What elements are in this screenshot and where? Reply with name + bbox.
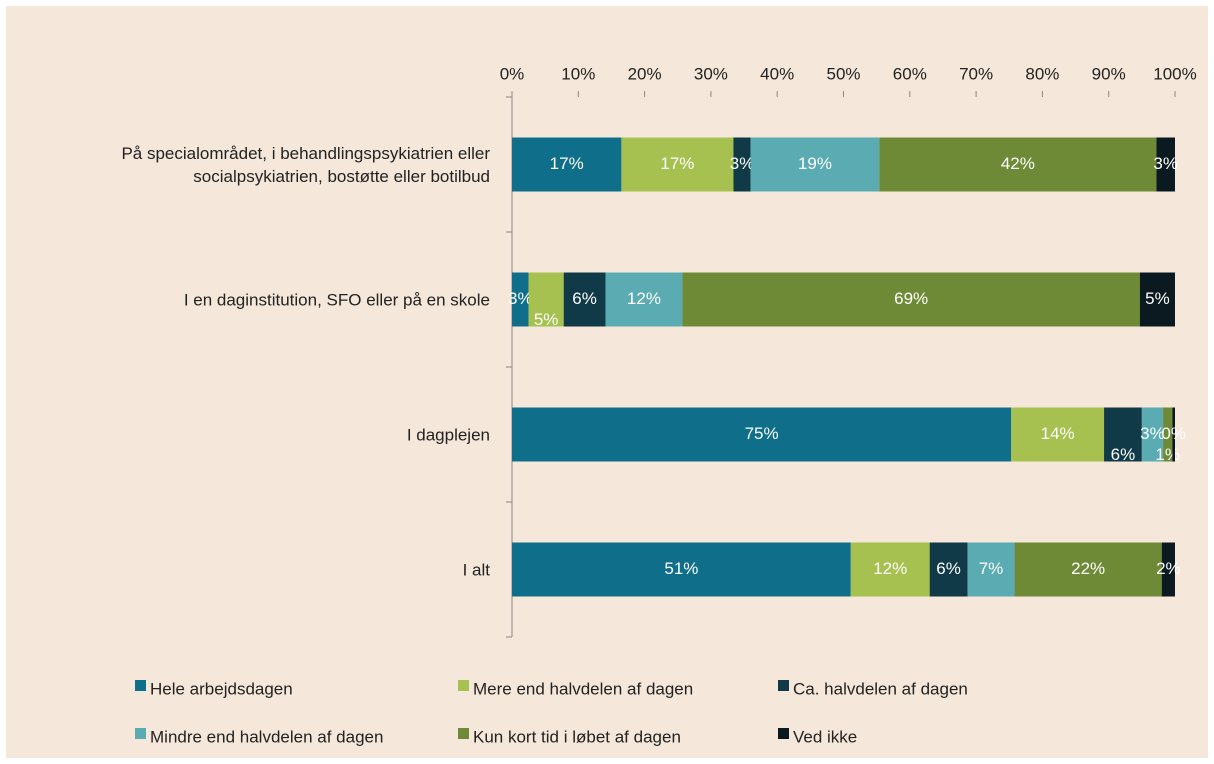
data-label: 3% bbox=[1153, 154, 1178, 173]
bar-segment bbox=[1139, 272, 1175, 327]
x-tick-label: 30% bbox=[694, 64, 728, 83]
legend-swatch bbox=[135, 728, 146, 739]
legend-label: Ca. halvdelen af dagen bbox=[793, 679, 968, 698]
bar-segment bbox=[528, 272, 564, 327]
category-label: På specialområdet, i behandlingspsykiatr… bbox=[121, 143, 490, 186]
data-label: 3% bbox=[508, 289, 533, 308]
bar-segment bbox=[512, 407, 1012, 462]
legend-label: Hele arbejdsdagen bbox=[150, 679, 293, 698]
data-label: 0% bbox=[1161, 424, 1186, 443]
x-tick-label: 10% bbox=[561, 64, 595, 83]
data-label: 6% bbox=[572, 289, 597, 308]
bar-segment bbox=[512, 137, 622, 192]
bar-segment bbox=[1014, 542, 1162, 597]
data-label: 12% bbox=[873, 559, 907, 578]
data-label: 69% bbox=[894, 289, 928, 308]
legend-swatch bbox=[458, 680, 469, 691]
x-tick-label: 70% bbox=[959, 64, 993, 83]
background bbox=[6, 6, 1208, 758]
x-tick-label: 100% bbox=[1153, 64, 1196, 83]
bar-segment bbox=[605, 272, 683, 327]
x-tick-label: 20% bbox=[628, 64, 662, 83]
legend-label: Mere end halvdelen af dagen bbox=[473, 679, 693, 698]
legend-label: Mindre end halvdelen af dagen bbox=[150, 727, 383, 746]
legend-swatch bbox=[135, 680, 146, 691]
bar-segment bbox=[750, 137, 880, 192]
legend-swatch bbox=[778, 680, 789, 691]
legend-swatch bbox=[778, 728, 789, 739]
category-label: I dagplejen bbox=[406, 425, 490, 444]
bar-segment bbox=[850, 542, 930, 597]
x-tick-label: 90% bbox=[1092, 64, 1126, 83]
legend-swatch bbox=[458, 728, 469, 739]
x-tick-label: 50% bbox=[826, 64, 860, 83]
data-label: 6% bbox=[1111, 445, 1136, 464]
category-label: I alt bbox=[462, 560, 490, 579]
bar-segment bbox=[967, 542, 1015, 597]
data-label: 14% bbox=[1041, 424, 1075, 443]
bar-segment bbox=[1141, 407, 1164, 462]
data-label: 42% bbox=[1001, 154, 1035, 173]
data-label: 5% bbox=[1145, 289, 1170, 308]
data-label: 17% bbox=[550, 154, 584, 173]
x-tick-label: 60% bbox=[893, 64, 927, 83]
data-label: 51% bbox=[664, 559, 698, 578]
bar-segment bbox=[733, 137, 751, 192]
bar-segment bbox=[879, 137, 1157, 192]
legend-label: Ved ikke bbox=[793, 727, 857, 746]
bar-segment bbox=[929, 542, 968, 597]
data-label: 5% bbox=[534, 310, 559, 329]
bar-segment bbox=[1011, 407, 1105, 462]
bar-segment bbox=[1104, 407, 1142, 462]
x-tick-label: 40% bbox=[760, 64, 794, 83]
bar-segment bbox=[1161, 542, 1175, 597]
bar-segment bbox=[563, 272, 606, 327]
data-label: 2% bbox=[1156, 559, 1181, 578]
data-label: 75% bbox=[745, 424, 779, 443]
data-label: 22% bbox=[1071, 559, 1105, 578]
legend-label: Kun kort tid i løbet af dagen bbox=[473, 727, 681, 746]
data-label: 17% bbox=[660, 154, 694, 173]
bar-segment bbox=[512, 272, 529, 327]
data-label: 3% bbox=[730, 154, 755, 173]
bar-segment bbox=[1163, 407, 1173, 462]
bar-segment bbox=[512, 542, 851, 597]
data-label: 7% bbox=[979, 559, 1004, 578]
bar-segment bbox=[621, 137, 734, 192]
bar-segment bbox=[1172, 407, 1175, 462]
bar-segment bbox=[682, 272, 1140, 327]
data-label: 1% bbox=[1155, 445, 1180, 464]
data-label: 3% bbox=[1140, 424, 1165, 443]
data-label: 19% bbox=[798, 154, 832, 173]
x-tick-label: 0% bbox=[500, 64, 525, 83]
x-tick-label: 80% bbox=[1025, 64, 1059, 83]
bar-segment bbox=[1156, 137, 1175, 192]
data-label: 6% bbox=[936, 559, 961, 578]
category-label: I en daginstitution, SFO eller på en sko… bbox=[183, 290, 490, 309]
data-label: 12% bbox=[627, 289, 661, 308]
